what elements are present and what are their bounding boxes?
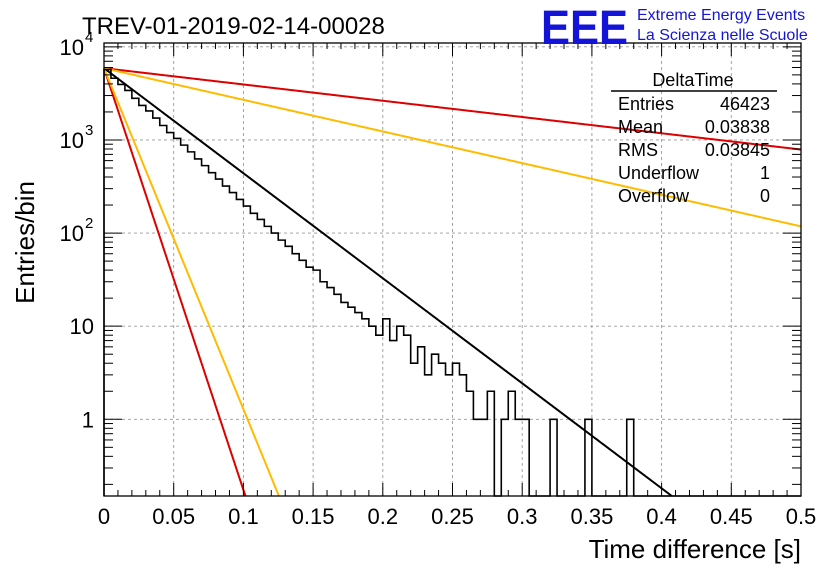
- stats-row-label: RMS: [618, 140, 658, 160]
- y-tick-label-exponent: 4: [85, 29, 93, 46]
- x-tick-label: 0.05: [152, 504, 195, 529]
- x-tick-label: 0.5: [786, 504, 817, 529]
- stats-row-label: Mean: [618, 117, 663, 137]
- stats-row-label: Overflow: [618, 186, 690, 206]
- x-tick-label: 0: [98, 504, 110, 529]
- y-axis-label: Entries/bin: [10, 181, 40, 304]
- x-tick-label: 0.45: [710, 504, 753, 529]
- stats-row-value: 46423: [720, 94, 770, 114]
- fit-curve: [103, 67, 673, 497]
- eee-logo-line1: Extreme Energy Events: [637, 7, 805, 24]
- x-tick-label: 0.3: [507, 504, 538, 529]
- x-tick-label: 0.25: [431, 504, 474, 529]
- fit-curves: [103, 67, 802, 497]
- stats-row-label: Entries: [618, 94, 674, 114]
- eee-logo: EEE Extreme Energy Events La Scienza nel…: [541, 2, 808, 55]
- fit-curve: [103, 67, 280, 497]
- x-axis-ticks: 0 0.05 0.1 0.15 0.2 0.25 0.3 0.35 0.4 0.45 0.5: [98, 43, 816, 529]
- fit-curve: [103, 67, 802, 151]
- eee-logo-line2: La Scienza nelle Scuole: [637, 27, 808, 44]
- x-axis-label: Time difference [s]: [589, 534, 801, 564]
- eee-logo-text: EEE: [541, 2, 628, 55]
- x-tick-label: 0.15: [292, 504, 335, 529]
- fit-curve: [103, 67, 247, 497]
- stats-row-value: 0.03845: [705, 140, 770, 160]
- x-tick-label: 0.1: [228, 504, 259, 529]
- y-tick-label: 10: [60, 128, 84, 153]
- y-tick-label: 10: [60, 35, 84, 60]
- stats-row-value: 1: [760, 163, 770, 183]
- stats-row-value: 0.03838: [705, 117, 770, 137]
- stats-box: DeltaTime Entries 46423 Mean 0.03838 RMS…: [611, 70, 777, 206]
- y-tick-label-exponent: 2: [85, 215, 93, 232]
- x-tick-label: 0.35: [570, 504, 613, 529]
- y-tick-label: 1: [82, 407, 94, 432]
- fit-curve: [103, 67, 802, 228]
- y-tick-label: 10: [60, 221, 84, 246]
- y-tick-label: 10: [70, 314, 94, 339]
- x-tick-label: 0.4: [646, 504, 677, 529]
- stats-box-title: DeltaTime: [652, 70, 733, 90]
- y-tick-label-exponent: 3: [85, 122, 93, 139]
- stats-row-label: Underflow: [618, 163, 700, 183]
- stats-row-value: 0: [760, 186, 770, 206]
- x-tick-label: 0.2: [368, 504, 399, 529]
- chart-title: TREV-01-2019-02-14-00028: [82, 13, 385, 40]
